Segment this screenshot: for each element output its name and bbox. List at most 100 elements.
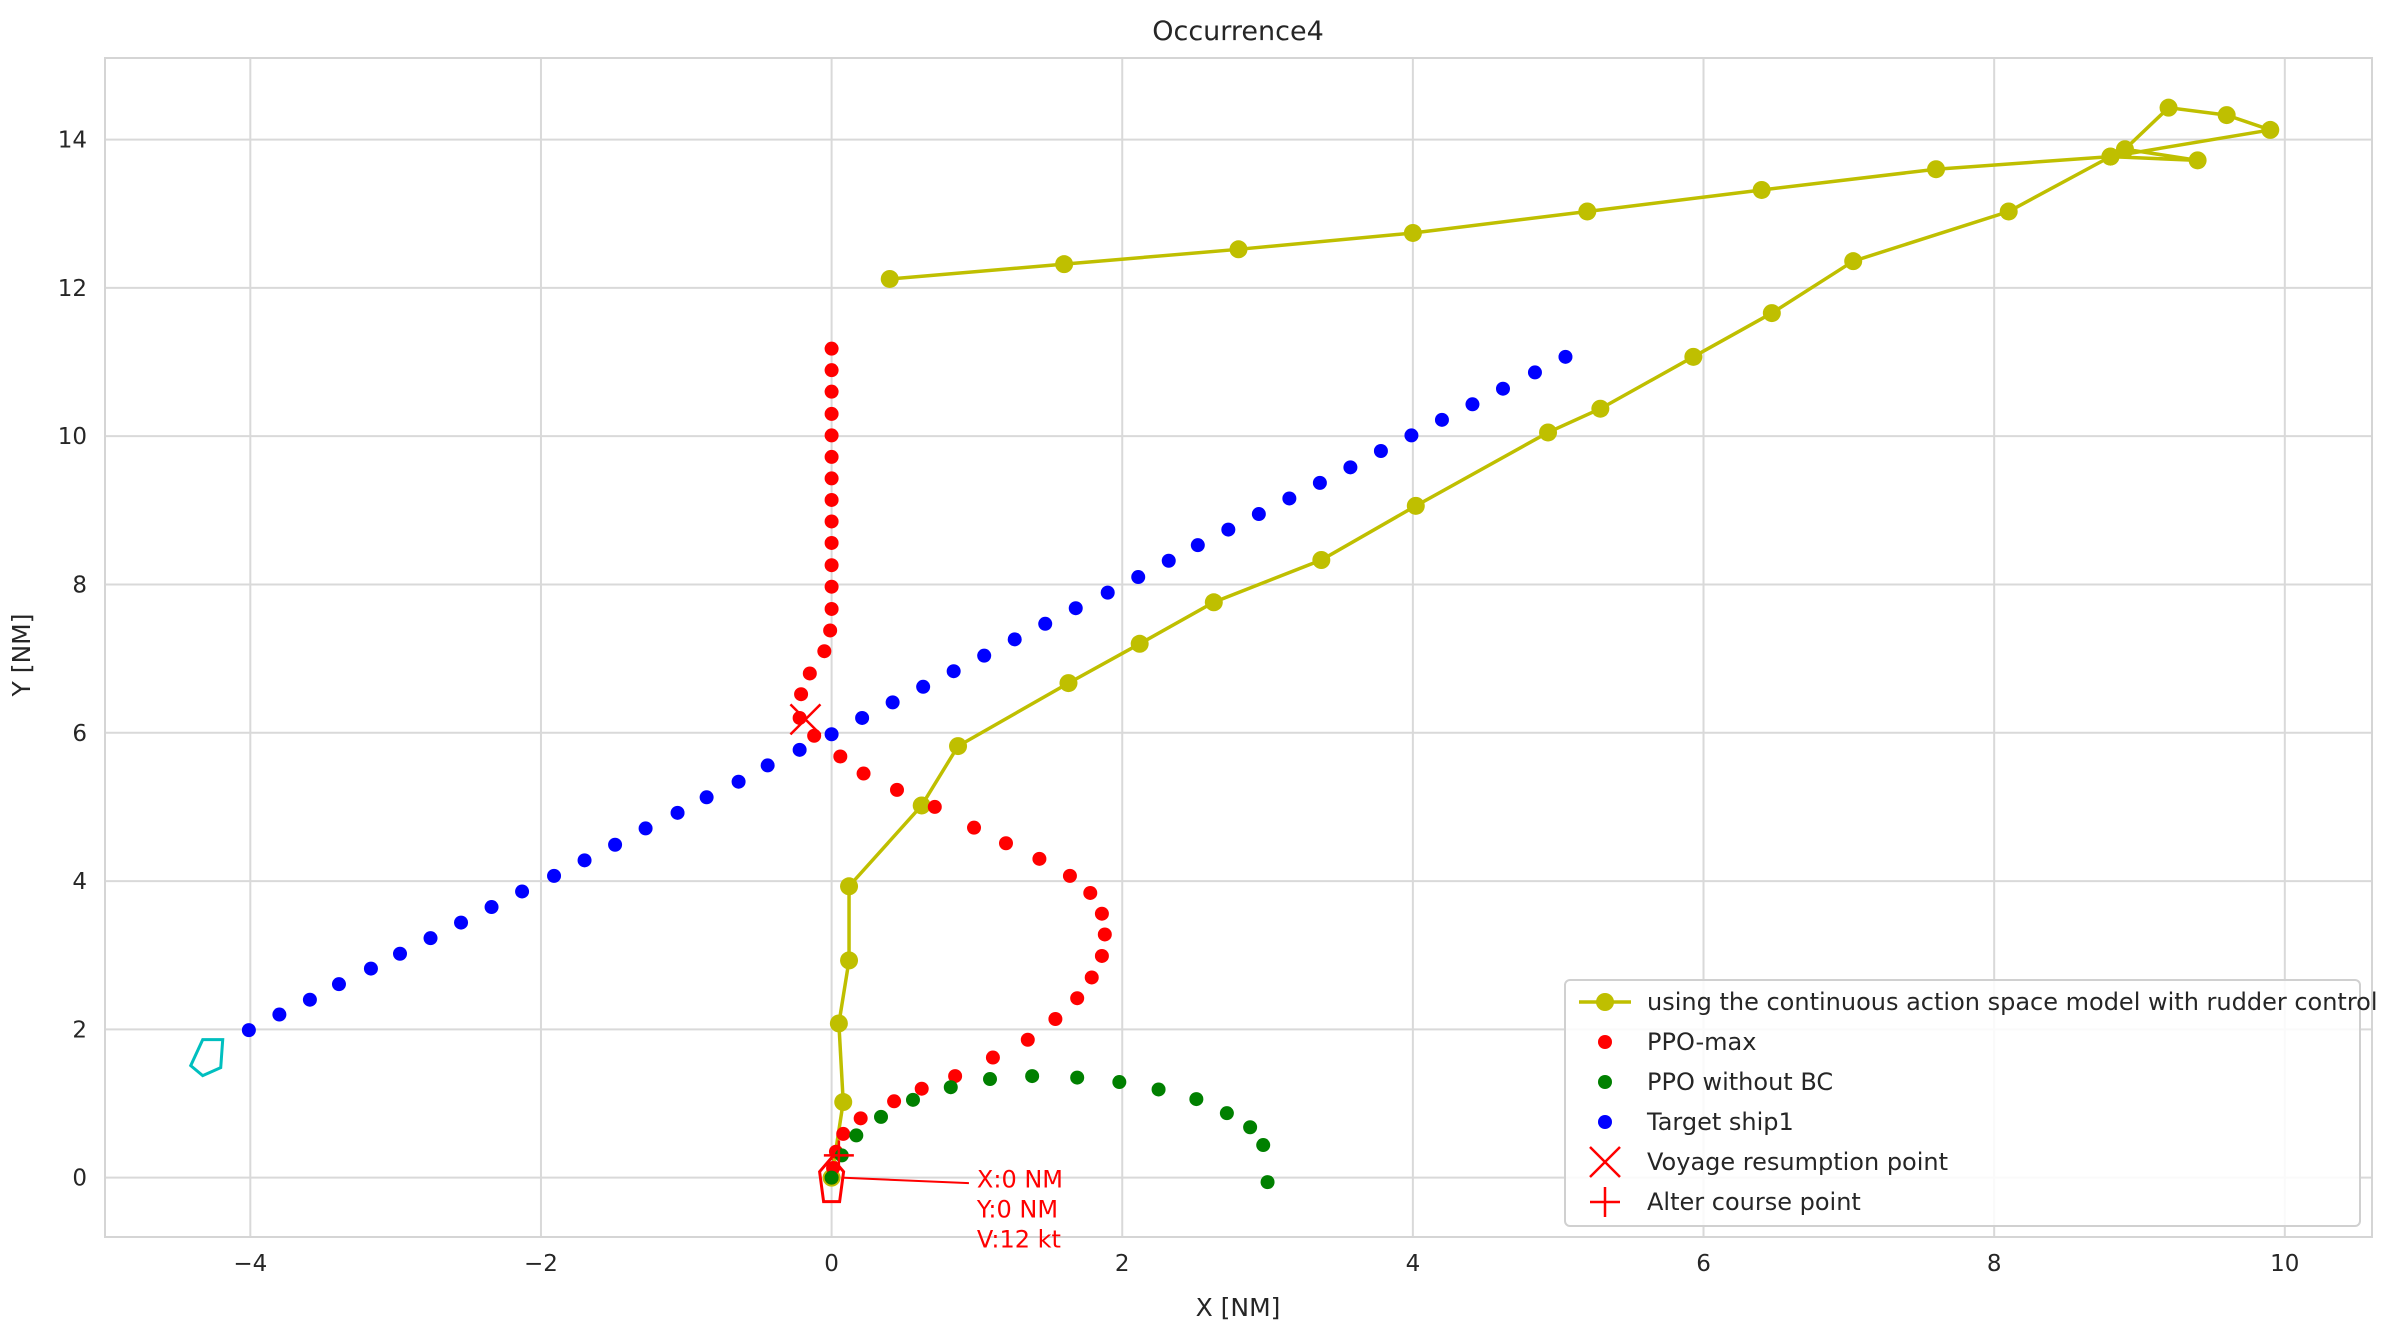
data-point-using-the-continuous-action-space-model-with-rudder-control [1999,202,2018,221]
data-point-target-ship1 [946,664,961,679]
data-point-using-the-continuous-action-space-model-with-rudder-control [2217,106,2236,125]
data-point-ppo-max [823,623,838,638]
annotation: X:0 NMY:0 NMV:12 kt [841,1166,1063,1254]
data-point-ppo-max [824,471,839,486]
data-point-target-ship1 [302,992,317,1007]
data-point-ppo-max [824,428,839,443]
data-point-target-ship1 [1312,475,1327,490]
data-point-target-ship1 [1190,538,1205,553]
data-point-target-ship1 [484,900,499,915]
data-point-using-the-continuous-action-space-model-with-rudder-control [840,877,859,896]
data-point-ppo-max [807,728,822,743]
legend-marker [1589,1146,1621,1178]
data-point-target-ship1 [1373,444,1388,458]
legend-label: PPO-max [1647,1028,1756,1056]
data-point-target-ship1 [1038,616,1053,631]
data-point-ppo-max [1083,885,1098,900]
annotation-arrow [841,1176,969,1185]
data-point-using-the-continuous-action-space-model-with-rudder-control [1055,255,1074,274]
legend-marker [1596,993,1614,1011]
chart-title: Occurrence4 [1152,16,1324,47]
data-point-ppo-max [856,766,871,781]
data-point-target-ship1 [454,915,469,930]
data-point-target-ship1 [792,742,807,757]
data-point-target-ship1 [1007,632,1022,647]
data-point-ppo-without-bc [1256,1138,1271,1153]
y-tick-label: 0 [72,1166,87,1192]
data-point-target-ship1 [1131,570,1146,585]
data-point-target-ship1 [1343,460,1358,475]
y-tick-label: 8 [72,572,87,598]
data-point-using-the-continuous-action-space-model-with-rudder-control [1684,347,1703,366]
legend: using the continuous action space model … [1564,979,2378,1227]
data-point-ppo-max [1070,991,1085,1006]
data-point-target-ship1 [760,758,775,773]
legend-label: PPO without BC [1647,1068,1833,1096]
data-point-target-ship1 [855,710,870,725]
legend-marker [1598,1035,1612,1049]
data-point-target-ship1 [331,977,346,992]
data-point-ppo-max [824,514,839,529]
data-point-target-ship1 [670,805,685,820]
x-tick-label: −2 [524,1251,558,1277]
data-point-ppo-max [1020,1032,1035,1047]
data-point-using-the-continuous-action-space-model-with-rudder-control [2101,147,2120,166]
y-tick-labels: 0 2 4 6 8 10 12 14 [58,128,87,1192]
data-point-using-the-continuous-action-space-model-with-rudder-control [949,737,968,756]
data-point-target-ship1 [393,946,408,961]
y-tick-label: 10 [58,424,87,450]
data-point-ppo-max [824,535,839,550]
series-line-using-the-continuous-action-space-model-with-rudder-control [829,105,2271,1178]
data-point-ppo-max [824,384,839,399]
data-point-ppo-max [817,644,832,659]
data-point-target-ship1 [1161,553,1176,568]
data-point-target-ship1 [1527,365,1542,380]
data-point-ppo-max [794,687,809,702]
x-axis-label: X [NM] [1196,1293,1281,1322]
data-point-ppo-max [1097,927,1112,942]
data-point-using-the-continuous-action-space-model-with-rudder-control [1406,496,1425,515]
data-point-using-the-continuous-action-space-model-with-rudder-control [2159,98,2178,117]
data-point-using-the-continuous-action-space-model-with-rudder-control [1927,160,1946,179]
data-point-target-ship1 [515,884,530,899]
data-point-target-ship1 [1404,428,1419,443]
legend-label: Target ship1 [1646,1108,1794,1136]
data-point-ppo-without-bc [1070,1070,1085,1085]
data-point-ppo-max [802,666,817,681]
data-point-target-ship1 [1558,349,1573,364]
data-point-ppo-max [914,1081,929,1096]
data-point-target-ship1 [638,821,653,836]
y-tick-label: 12 [58,276,87,302]
data-point-ppo-max [824,406,839,421]
data-point-ppo-max [824,341,839,356]
data-point-ppo-max [889,782,904,797]
y-axis-label: Y [NM] [7,614,36,698]
data-point-voyage-resumption-point [789,703,822,736]
y-tick-label: 2 [72,1017,87,1043]
data-point-target-ship1 [1068,601,1083,616]
data-point-ppo-max [967,820,982,835]
data-point-target-ship1 [1282,491,1297,506]
data-point-ppo-max [824,363,839,378]
data-point-ppo-without-bc [1112,1075,1127,1090]
x-tick-label: 4 [1406,1251,1421,1277]
data-point-using-the-continuous-action-space-model-with-rudder-control [912,796,931,815]
data-point-ppo-max [1032,851,1047,866]
data-point-ppo-without-bc [849,1128,864,1143]
data-point-ppo-max [998,836,1013,851]
data-point-ppo-without-bc [1243,1120,1258,1135]
data-point-target-ship1 [608,837,623,852]
data-point-using-the-continuous-action-space-model-with-rudder-control [1591,399,1610,418]
data-point-ppo-without-bc [943,1080,958,1095]
data-point-target-ship1 [916,679,931,694]
y-tick-label: 14 [58,128,87,154]
data-point-target-ship1 [699,790,714,805]
annotation-text: Y:0 NM [976,1196,1058,1224]
data-point-ppo-max [1048,1011,1063,1026]
data-point-ppo-max [824,579,839,594]
data-point-using-the-continuous-action-space-model-with-rudder-control [829,1014,848,1033]
data-point-ppo-without-bc [1025,1069,1040,1084]
plot-frame [104,57,2373,1238]
